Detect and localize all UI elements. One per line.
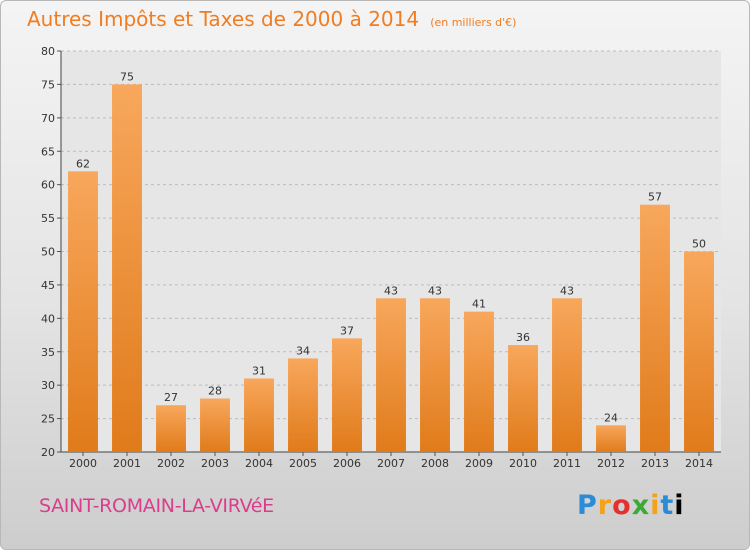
x-tick-label: 2010: [509, 457, 537, 470]
bar: [596, 425, 626, 452]
bar: [420, 298, 450, 452]
unit-text: (en milliers d'€): [430, 16, 517, 29]
y-tick-label: 35: [41, 346, 55, 359]
logo-letter: r: [597, 490, 613, 521]
y-tick-label: 75: [41, 78, 55, 91]
x-tick-label: 2008: [421, 457, 449, 470]
bar: [640, 204, 670, 452]
logo-letter: o: [612, 490, 632, 521]
bar: [508, 345, 538, 452]
data-label: 31: [252, 364, 266, 377]
x-tick-label: 2007: [377, 457, 405, 470]
bar: [288, 358, 318, 452]
x-tick-label: 2005: [289, 457, 317, 470]
y-tick-label: 20: [41, 446, 55, 459]
y-tick-label: 65: [41, 145, 55, 158]
logo-letter: P: [577, 490, 598, 521]
y-tick-label: 30: [41, 379, 55, 392]
data-label: 24: [604, 411, 618, 424]
proxiti-logo: Proxiti: [577, 490, 685, 521]
x-tick-label: 2002: [157, 457, 185, 470]
x-tick-label: 2013: [641, 457, 669, 470]
logo-letter: x: [631, 490, 651, 521]
data-label: 36: [516, 331, 530, 344]
bar: [376, 298, 406, 452]
bar: [112, 84, 142, 453]
y-tick-label: 60: [41, 179, 55, 192]
bar: [200, 398, 230, 452]
logo-letter: i: [650, 490, 661, 521]
y-tick-label: 50: [41, 246, 55, 259]
chart-title: Autres Impôts et Taxes de 2000 à 2014 (e…: [27, 7, 516, 31]
data-label: 50: [692, 238, 706, 251]
x-tick-label: 2006: [333, 457, 361, 470]
data-label: 43: [384, 284, 398, 297]
data-label: 57: [648, 191, 662, 204]
logo-letter: t: [660, 490, 675, 521]
y-tick-label: 40: [41, 312, 55, 325]
data-label: 43: [560, 284, 574, 297]
x-tick-label: 2009: [465, 457, 493, 470]
y-tick-label: 80: [41, 45, 55, 58]
x-tick-label: 2003: [201, 457, 229, 470]
x-tick-label: 2000: [69, 457, 97, 470]
bar: [684, 251, 714, 452]
data-label: 41: [472, 298, 486, 311]
x-tick-label: 2014: [685, 457, 713, 470]
y-tick-label: 45: [41, 279, 55, 292]
bar: [244, 378, 274, 452]
x-tick-label: 2004: [245, 457, 273, 470]
data-label: 43: [428, 284, 442, 297]
title-text: Autres Impôts et Taxes de 2000 à 2014: [27, 7, 420, 31]
data-label: 28: [208, 385, 222, 398]
data-label: 37: [340, 324, 354, 337]
x-tick-label: 2011: [553, 457, 581, 470]
data-label: 34: [296, 344, 310, 357]
x-tick-label: 2012: [597, 457, 625, 470]
x-tick-label: 2001: [113, 457, 141, 470]
logo-letter: i: [674, 490, 685, 521]
bar: [464, 311, 494, 452]
y-tick-label: 25: [41, 413, 55, 426]
bar: [68, 171, 98, 453]
bar: [552, 298, 582, 452]
data-label: 27: [164, 391, 178, 404]
bar: [156, 405, 186, 452]
data-label: 62: [76, 157, 90, 170]
bar: [332, 338, 362, 452]
y-tick-label: 70: [41, 112, 55, 125]
y-tick-label: 55: [41, 212, 55, 225]
data-label: 75: [120, 70, 134, 83]
commune-name: SAINT-ROMAIN-LA-VIRVéE: [39, 495, 274, 517]
